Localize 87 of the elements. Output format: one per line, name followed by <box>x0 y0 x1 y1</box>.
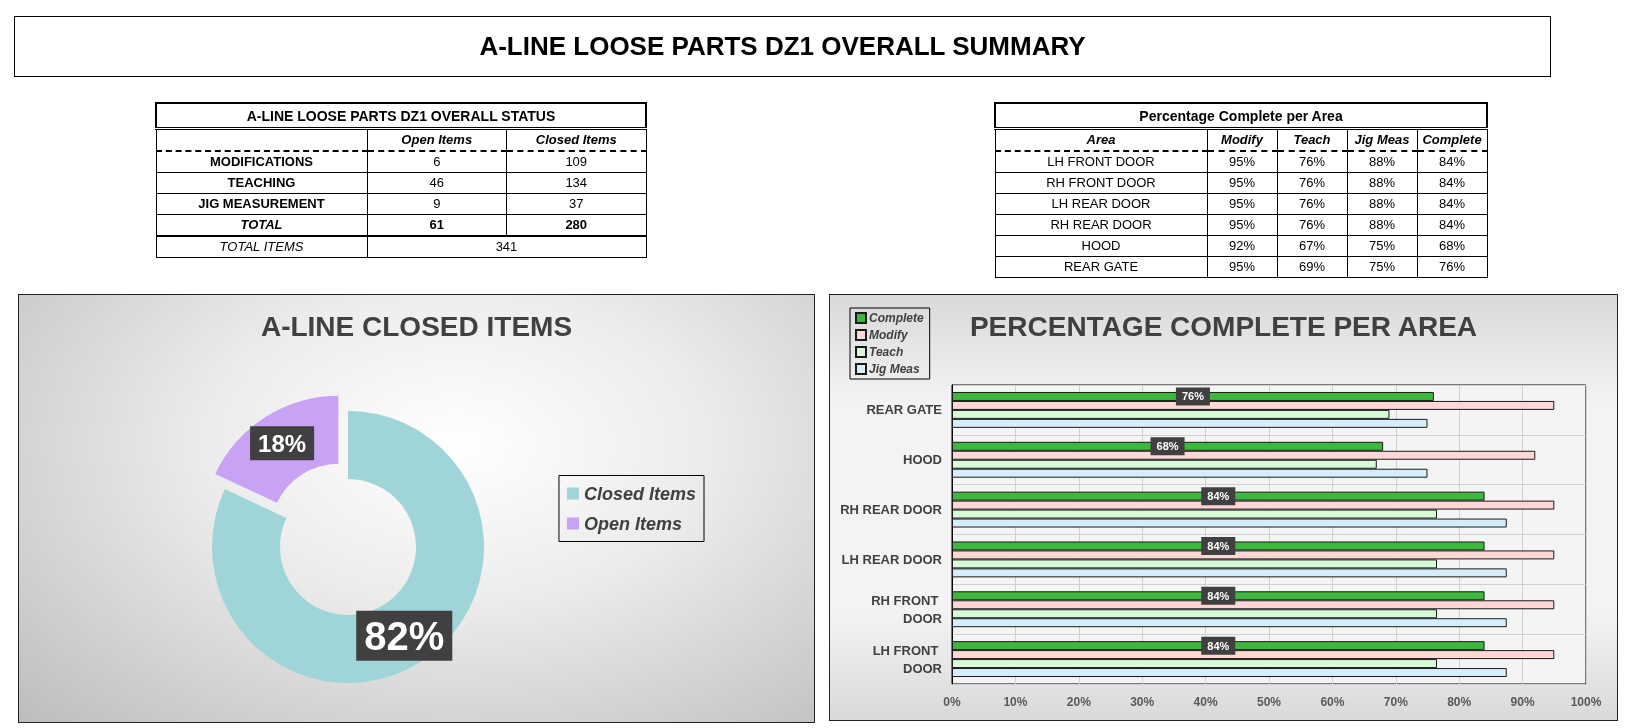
data-label: 9 <box>367 193 507 215</box>
data-label: 67% <box>1277 235 1347 257</box>
data-label: 46 <box>367 172 507 194</box>
text: A-LINE LOOSE PARTS DZ1 OVERALL SUMMARY <box>479 31 1086 62</box>
y-tick-label: REAR GATE <box>866 402 943 418</box>
data-label: 84% <box>1207 539 1230 552</box>
data-label: 76% <box>1277 151 1347 173</box>
data-label: 84% <box>1417 193 1488 215</box>
x-tick-label: 10% <box>1003 695 1028 709</box>
data-label: 76% <box>1277 214 1347 236</box>
data-label: 84% <box>1207 490 1230 503</box>
category-label: MODIFICATIONS <box>156 151 367 173</box>
data-label: 37 <box>506 193 646 215</box>
text: Percentage Complete per Area <box>995 103 1488 129</box>
text: Open Items <box>367 128 507 151</box>
category-label: TEACHING <box>156 172 367 194</box>
legend-label: Open Items <box>583 513 682 534</box>
x-tick-label: 20% <box>1066 695 1092 709</box>
data-label: 88% <box>1347 151 1417 173</box>
data-label: 76% <box>1181 390 1205 403</box>
category-label: REAR GATE <box>995 256 1207 278</box>
text: Closed Items <box>506 128 646 151</box>
category-label: JIG MEASUREMENT <box>156 193 367 215</box>
data-label: 75% <box>1347 235 1417 257</box>
category-label: RH FRONT DOOR <box>995 172 1207 194</box>
data-label: 61 <box>367 214 507 236</box>
data-label: 18% <box>258 429 307 457</box>
data-label: 84% <box>1207 589 1230 602</box>
x-tick-label: 100% <box>1570 695 1602 709</box>
category-label: LH REAR DOOR <box>995 193 1207 215</box>
data-label: 88% <box>1347 193 1417 215</box>
legend-label: Modify <box>869 328 909 342</box>
data-label: 280 <box>506 214 646 236</box>
data-label: 76% <box>1277 172 1347 194</box>
legend-label: Jig Meas <box>869 362 921 376</box>
y-tick-label: HOOD <box>903 452 942 468</box>
data-label: 134 <box>506 172 646 194</box>
data-label: 76% <box>1277 193 1347 215</box>
x-tick-label: 70% <box>1383 695 1409 709</box>
data-label: 82% <box>364 613 445 658</box>
data-label: 88% <box>1347 214 1417 236</box>
text: Teach <box>1277 128 1347 151</box>
data-label: 69% <box>1277 256 1347 278</box>
legend-label: Closed Items <box>583 483 697 504</box>
category-label: TOTAL <box>156 214 367 236</box>
legend-label: Teach <box>869 345 904 359</box>
data-label: 84% <box>1417 214 1488 236</box>
x-tick-label: 80% <box>1447 695 1472 709</box>
text: Modify <box>1207 128 1277 151</box>
y-tick-label: LH REAR DOOR <box>841 551 943 567</box>
x-tick-label: 90% <box>1510 695 1535 709</box>
text: TOTAL ITEMS <box>156 236 367 258</box>
data-label: 75% <box>1347 256 1417 278</box>
text: A-LINE LOOSE PARTS DZ1 OVERALL STATUS <box>156 103 646 129</box>
data-label: 68% <box>1156 440 1179 453</box>
legend-label: Complete <box>869 311 924 325</box>
data-label: 95% <box>1207 256 1277 278</box>
data-label: 84% <box>1417 151 1488 173</box>
category-label: LH FRONT DOOR <box>995 151 1207 173</box>
category-label: HOOD <box>995 235 1207 257</box>
data-label: 76% <box>1417 256 1488 278</box>
x-tick-label: 60% <box>1320 695 1345 709</box>
data-label: 88% <box>1347 172 1417 194</box>
x-tick-label: 40% <box>1193 695 1218 709</box>
category-label: RH REAR DOOR <box>995 214 1207 236</box>
text: 341 <box>367 236 646 258</box>
y-tick-label: RH REAR DOOR <box>840 502 943 518</box>
data-label: 84% <box>1207 639 1230 652</box>
data-label: 95% <box>1207 214 1277 236</box>
x-tick-label: 50% <box>1256 695 1282 709</box>
data-label: 109 <box>506 151 646 173</box>
text: Complete <box>1417 128 1488 151</box>
y-tick-label: LH FRONT DOOR <box>872 642 943 676</box>
chart-title: A-LINE CLOSED ITEMS <box>260 310 573 342</box>
data-label: 95% <box>1207 172 1277 194</box>
data-label: 95% <box>1207 151 1277 173</box>
text: Jig Meas <box>1347 128 1417 151</box>
data-label: 68% <box>1417 235 1488 257</box>
x-tick-label: 30% <box>1130 695 1155 709</box>
data-label: 92% <box>1207 235 1277 257</box>
data-label: 95% <box>1207 193 1277 215</box>
data-label: 84% <box>1417 172 1488 194</box>
text: Area <box>995 128 1207 151</box>
y-tick-label: RH FRONT DOOR <box>871 592 943 626</box>
chart-title: PERCENTAGE COMPLETE PER AREA <box>969 310 1478 342</box>
x-tick-label: 0% <box>943 695 961 709</box>
data-label: 6 <box>367 151 507 173</box>
